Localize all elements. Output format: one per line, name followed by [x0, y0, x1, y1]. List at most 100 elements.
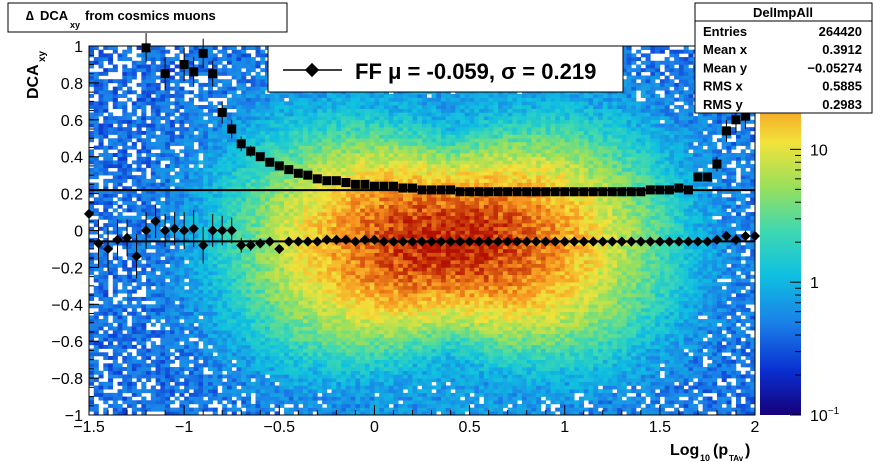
heatmap-cell [131, 193, 137, 198]
heatmap-cell [188, 200, 194, 205]
heatmap-cell [155, 64, 161, 69]
heatmap-cell [288, 93, 294, 98]
heatmap-cell [284, 119, 290, 124]
heatmap-cell [93, 119, 99, 124]
heatmap-cell [355, 300, 361, 305]
heatmap-cell [274, 392, 280, 397]
heatmap-cell [174, 315, 180, 320]
heatmap-cell [269, 189, 275, 194]
heatmap-cell [241, 341, 247, 346]
heatmap-cell [160, 407, 166, 412]
heatmap-cell [108, 385, 114, 390]
heatmap-cell [103, 226, 109, 231]
heatmap-cell [241, 352, 247, 357]
heatmap-cell [355, 407, 361, 412]
heatmap-cell [336, 300, 342, 305]
heatmap-cell [269, 248, 275, 253]
heatmap-cell [169, 256, 175, 261]
heatmap-cell [260, 274, 266, 279]
heatmap-cell [193, 116, 199, 121]
heatmap-cell [255, 215, 261, 220]
heatmap-cell [326, 149, 332, 154]
heatmap-cell [255, 64, 261, 69]
heatmap-cell [98, 282, 104, 287]
heatmap-cell [93, 189, 99, 194]
heatmap-cell [146, 212, 152, 217]
heatmap-cell [307, 407, 313, 412]
heatmap-cell [274, 296, 280, 301]
heatmap-cell [160, 138, 166, 143]
heatmap-cell [117, 333, 123, 338]
heatmap-cell [279, 396, 285, 401]
heatmap-cell [260, 370, 266, 375]
heatmap-cell [141, 374, 147, 379]
heatmap-cell [307, 97, 313, 102]
heatmap-cell [212, 333, 218, 338]
heatmap-cell [117, 278, 123, 283]
heatmap-cell [98, 245, 104, 250]
heatmap-cell [198, 337, 204, 342]
heatmap-cell [117, 219, 123, 224]
heatmap-cell [274, 396, 280, 401]
heatmap-cell [331, 226, 337, 231]
heatmap-cell [288, 344, 294, 349]
heatmap-cell [179, 171, 185, 176]
heatmap-cell [141, 204, 147, 209]
heatmap-cell [241, 160, 247, 165]
heatmap-cell [198, 307, 204, 312]
heatmap-cell [122, 333, 128, 338]
heatmap-cell [127, 256, 133, 261]
heatmap-cell [260, 204, 266, 209]
heatmap-cell [98, 293, 104, 298]
heatmap-cell [236, 171, 242, 176]
heatmap-cell [288, 153, 294, 157]
heatmap-cell [203, 200, 209, 205]
heatmap-cell [212, 200, 218, 205]
heatmap-cell [345, 167, 351, 172]
heatmap-cell [122, 263, 128, 268]
heatmap-cell [231, 156, 237, 161]
heatmap-cell [217, 326, 223, 331]
heatmap-cell [212, 141, 218, 146]
heatmap-cell [279, 149, 285, 154]
heatmap-cell [160, 175, 166, 180]
heatmap-cell [136, 348, 142, 353]
heatmap-cell [250, 307, 256, 312]
heatmap-cell [217, 164, 223, 169]
heatmap-cell [331, 293, 337, 298]
heatmap-cell [150, 252, 156, 257]
heatmap-cell [345, 130, 351, 135]
heatmap-cell [127, 175, 133, 180]
heatmap-cell [198, 71, 204, 76]
heatmap-cell [169, 108, 175, 113]
heatmap-cell [131, 130, 137, 135]
heatmap-cell [245, 285, 252, 290]
heatmap-cell [274, 197, 280, 202]
heatmap-cell [146, 403, 152, 408]
heatmap-cell [150, 352, 156, 357]
heatmap-cell [160, 304, 166, 309]
heatmap-cell [350, 322, 356, 327]
heatmap-cell [165, 204, 171, 209]
heatmap-cell [245, 411, 252, 416]
heatmap-cell [322, 370, 328, 375]
heatmap-cell [165, 282, 171, 287]
heatmap-cell [188, 75, 194, 80]
heatmap-cell [260, 341, 266, 346]
heatmap-cell [279, 134, 285, 139]
heatmap-cell [250, 178, 256, 183]
heatmap-cell [174, 348, 180, 353]
heatmap-cell [207, 300, 213, 305]
heatmap-cell [98, 200, 104, 205]
heatmap-cell [160, 344, 166, 349]
heatmap-cell [241, 300, 247, 305]
heatmap-cell [222, 208, 228, 213]
heatmap-cell [193, 164, 199, 169]
heatmap-cell [255, 352, 261, 357]
heatmap-cell [131, 245, 137, 250]
heatmap-cell [345, 204, 351, 209]
heatmap-cell [255, 112, 261, 117]
heatmap-cell [117, 167, 123, 172]
heatmap-cell [179, 127, 185, 132]
heatmap-cell [331, 300, 337, 305]
